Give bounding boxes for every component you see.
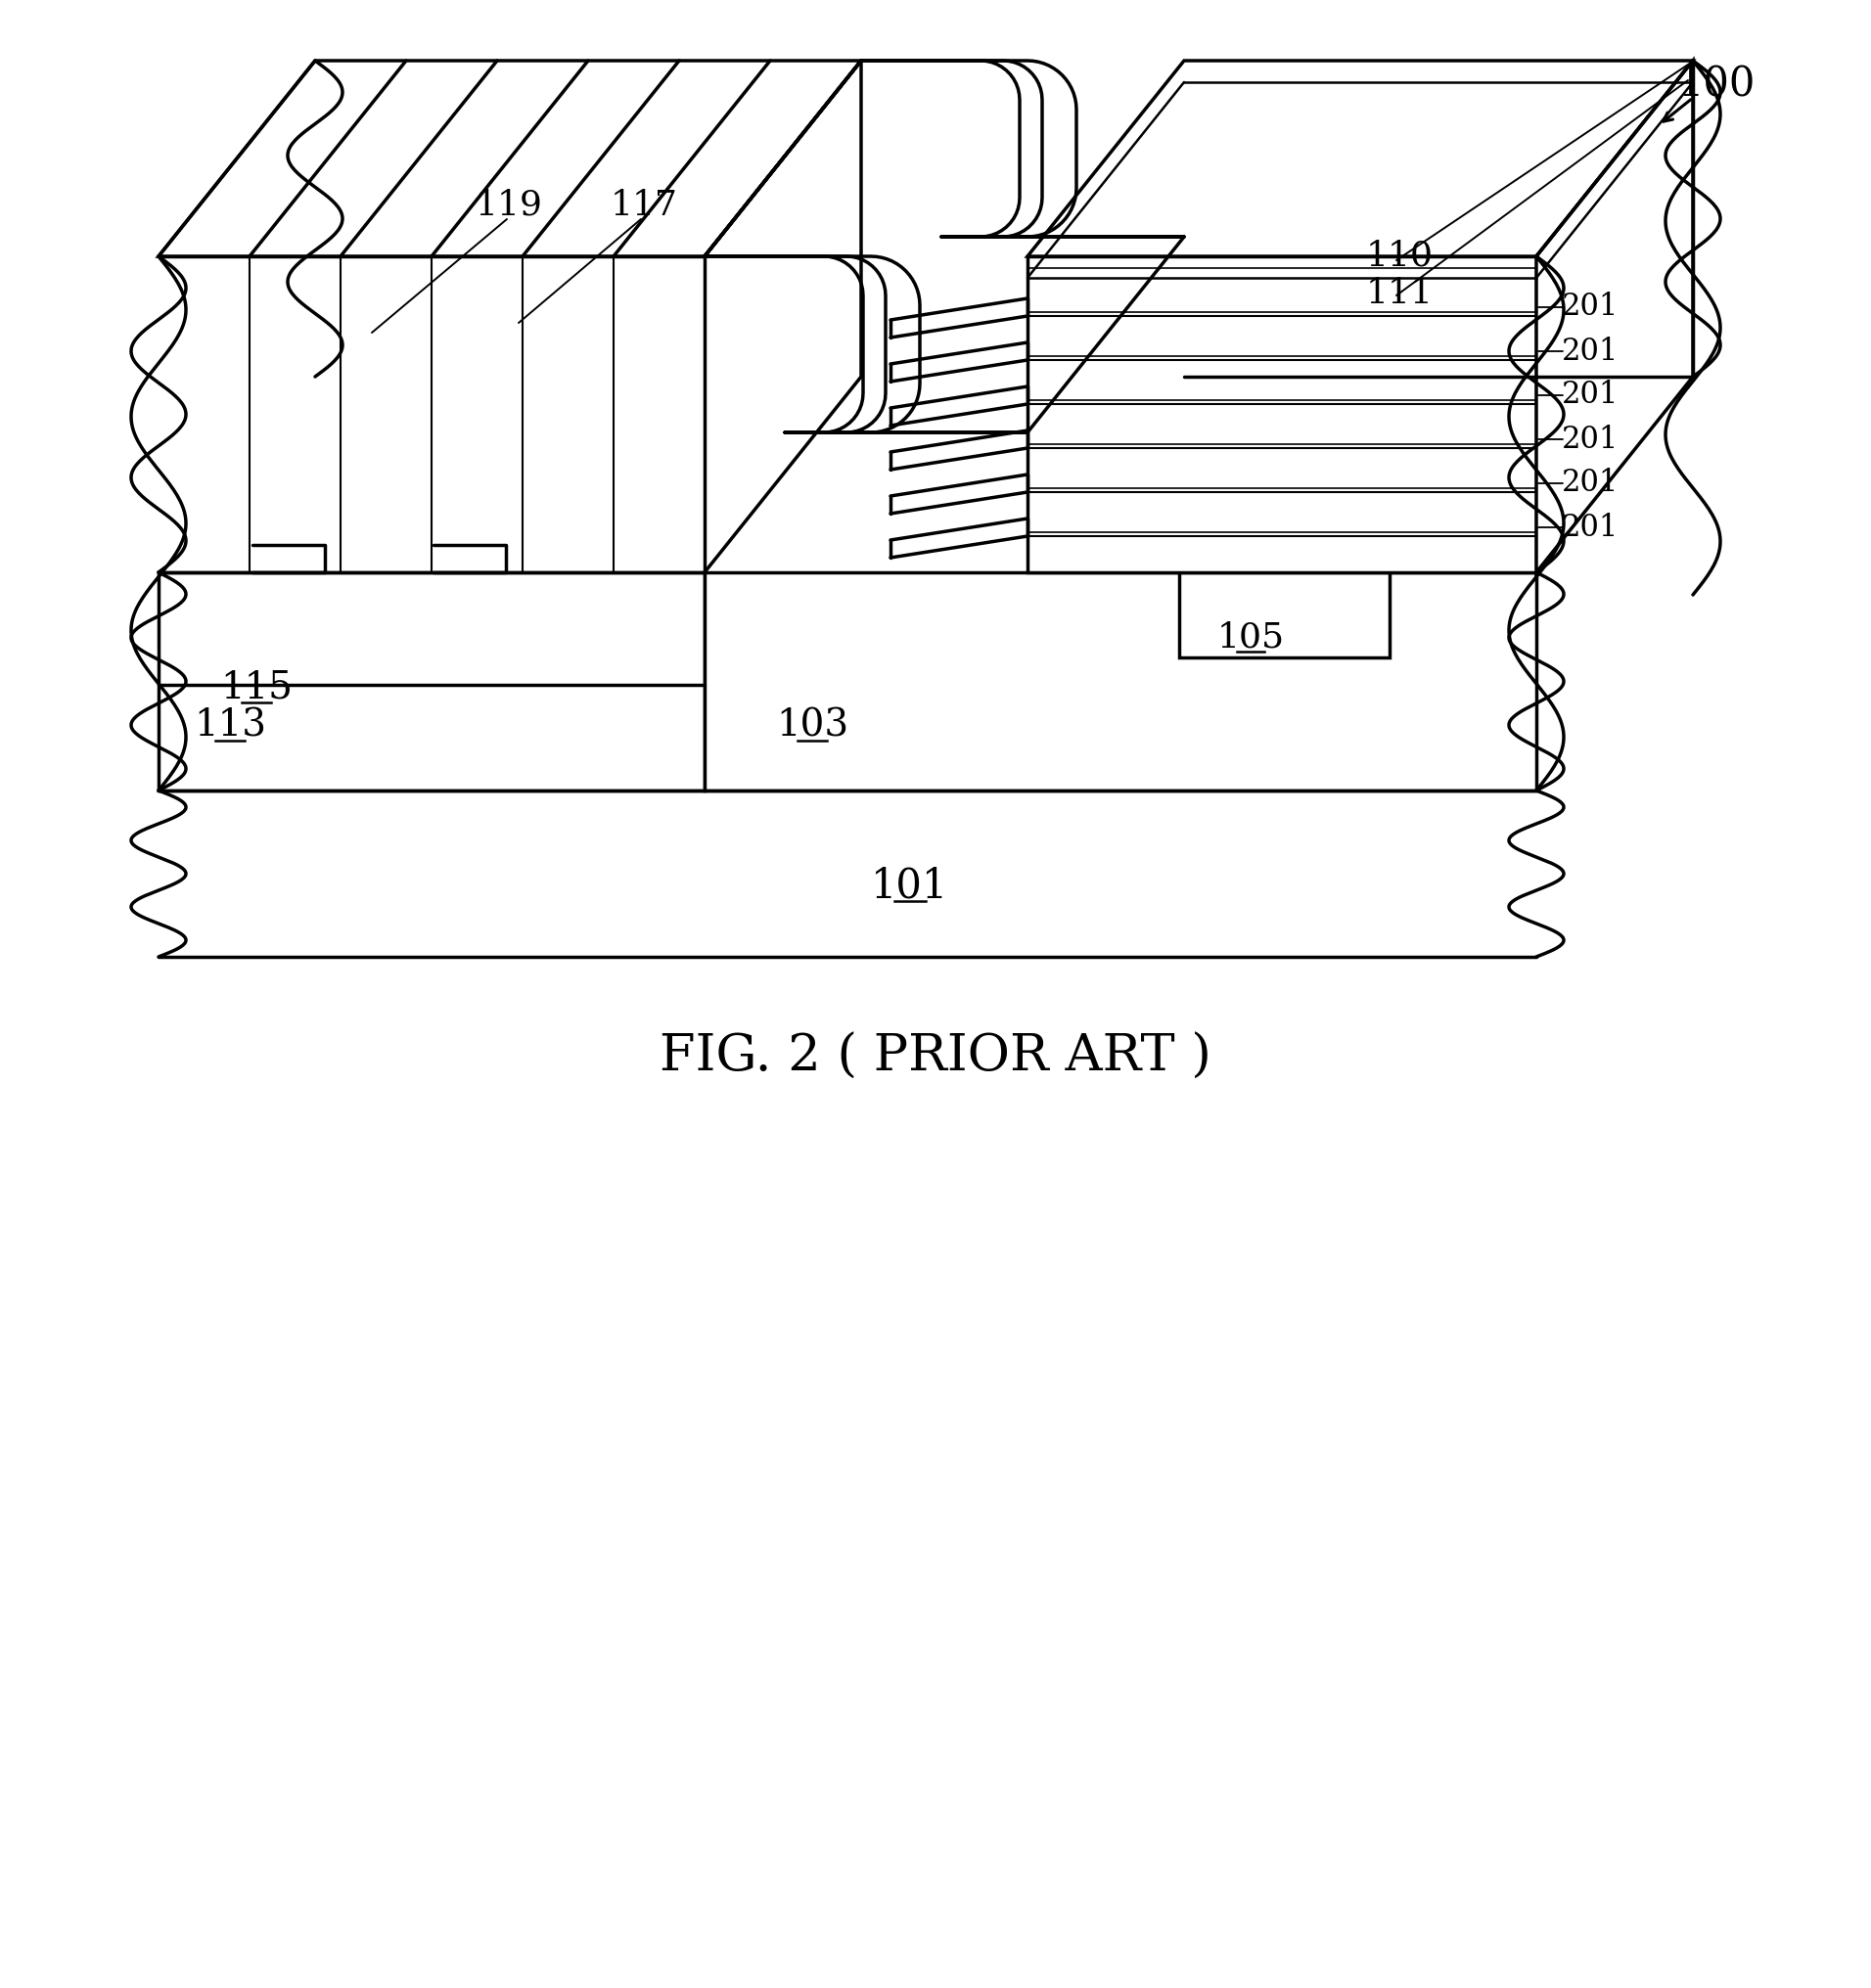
Polygon shape — [1027, 256, 1536, 573]
Polygon shape — [705, 573, 1536, 791]
Text: 201: 201 — [1562, 380, 1618, 410]
Polygon shape — [1179, 573, 1390, 658]
Text: 117: 117 — [610, 189, 677, 223]
Text: 201: 201 — [1562, 513, 1618, 543]
Text: 111: 111 — [1366, 276, 1433, 310]
Polygon shape — [1536, 62, 1693, 573]
Text: 119: 119 — [475, 189, 543, 223]
Polygon shape — [1027, 62, 1693, 256]
Text: 115: 115 — [221, 670, 292, 706]
Text: 201: 201 — [1562, 467, 1618, 499]
Text: 100: 100 — [1678, 62, 1757, 103]
Text: 201: 201 — [1562, 292, 1618, 322]
Polygon shape — [159, 573, 705, 791]
Text: 110: 110 — [1366, 241, 1433, 272]
Text: FIG. 2 ( PRIOR ART ): FIG. 2 ( PRIOR ART ) — [660, 1032, 1211, 1081]
Text: 201: 201 — [1562, 336, 1618, 366]
Text: 201: 201 — [1562, 423, 1618, 455]
Polygon shape — [159, 62, 861, 256]
Text: 103: 103 — [776, 708, 848, 744]
Text: 101: 101 — [872, 865, 949, 907]
Text: 105: 105 — [1216, 620, 1284, 654]
Text: 113: 113 — [195, 708, 266, 744]
